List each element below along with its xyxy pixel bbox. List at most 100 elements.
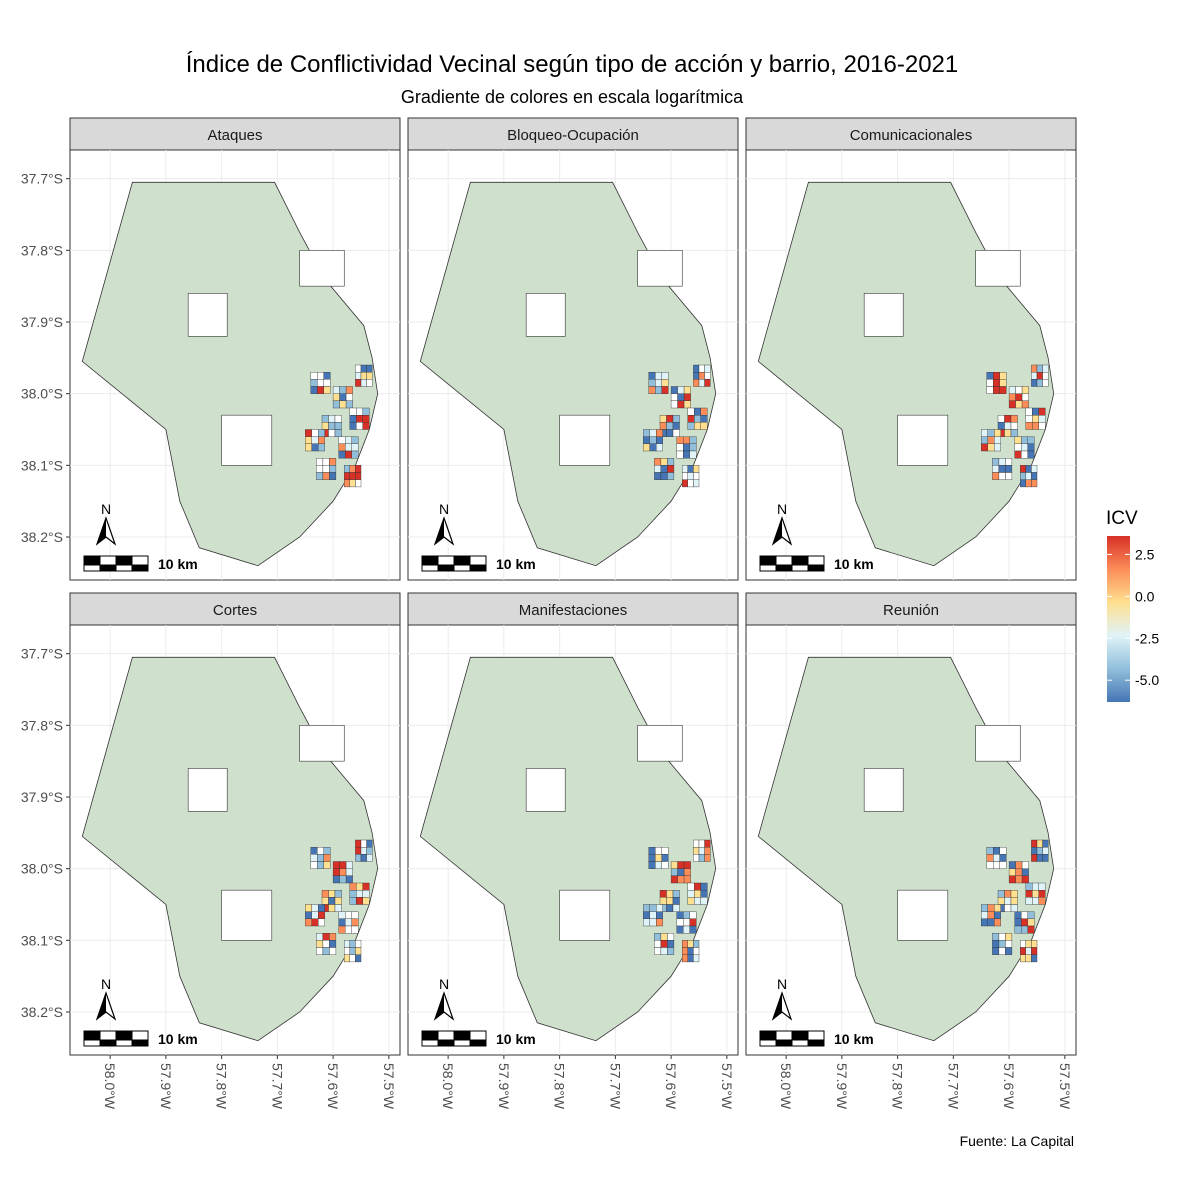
neighbourhood <box>1021 918 1028 927</box>
neighbourhood <box>689 443 697 452</box>
neighbourhood <box>351 918 359 927</box>
chart-title: Índice de Conflictividad Vecinal según t… <box>186 51 959 78</box>
north-arrow: N <box>433 501 455 546</box>
neighbourhood <box>362 422 370 430</box>
neighbourhood <box>323 372 331 380</box>
facet-strip <box>745 592 1077 626</box>
neighbourhood <box>993 372 1000 380</box>
scale-bar-segment <box>115 564 133 572</box>
neighbourhood <box>670 861 678 869</box>
scale-bar-segment <box>131 555 149 566</box>
x-tick-label: 57.8°W <box>552 1063 568 1110</box>
neighbourhood <box>332 393 340 402</box>
neighbourhood <box>655 861 662 869</box>
neighbourhood <box>338 443 346 452</box>
y-tick-label: 37.9°S <box>21 314 63 330</box>
neighbourhood <box>656 429 663 437</box>
neighbourhood <box>1042 839 1049 848</box>
district-unshaded <box>637 725 683 762</box>
scale-bar-segment <box>469 1030 487 1041</box>
neighbourhood <box>1036 847 1043 855</box>
scale-bar-segment <box>421 1039 439 1047</box>
neighbourhood <box>999 847 1007 855</box>
scale-bar-segment <box>83 1039 101 1047</box>
north-arrow: N <box>771 501 793 546</box>
neighbourhood <box>682 940 689 948</box>
facet-panel: Manifestaciones N 10 km 58.0°W 57.9°W 57.8°W 5… <box>407 592 739 1110</box>
neighbourhood <box>992 947 1000 955</box>
neighbourhood <box>334 429 342 437</box>
neighbourhood <box>328 904 336 912</box>
neighbourhood <box>1025 465 1032 473</box>
neighbourhood <box>316 940 324 948</box>
neighbourhood <box>329 940 337 948</box>
neighbourhood <box>334 415 342 423</box>
neighbourhood <box>310 372 318 380</box>
neighbourhood <box>648 386 656 394</box>
neighbourhood <box>698 854 705 862</box>
legend-colorbar <box>1107 536 1130 702</box>
neighbourhood <box>998 465 1006 473</box>
neighbourhood <box>1004 897 1012 905</box>
neighbourhood <box>672 429 680 437</box>
neighbourhood <box>660 472 668 480</box>
x-tick-label: 57.6°W <box>1001 1063 1017 1110</box>
neighbourhood <box>643 918 650 927</box>
neighbourhood <box>329 933 337 941</box>
neighbourhood <box>334 890 342 898</box>
neighbourhood <box>986 372 994 380</box>
neighbourhood <box>1021 875 1029 884</box>
facet-panel: Ataques N 10 km 37.7°S 37.8°S 37.9°S 38.0°S 38.… <box>21 117 401 581</box>
scale-bar-segment <box>469 564 487 572</box>
neighbourhood <box>318 436 325 445</box>
neighbourhood <box>700 422 708 430</box>
neighbourhood <box>993 847 1000 855</box>
neighbourhood <box>351 925 359 934</box>
neighbourhood <box>677 875 685 884</box>
neighbourhood <box>1032 407 1040 416</box>
neighbourhood <box>317 372 324 380</box>
neighbourhood <box>318 904 325 912</box>
district-unshaded <box>221 889 273 941</box>
neighbourhood <box>1014 450 1022 459</box>
neighbourhood <box>683 875 691 884</box>
neighbourhood <box>1031 947 1038 955</box>
neighbourhood <box>1015 868 1023 877</box>
neighbourhood <box>666 897 674 905</box>
legend-tick-label: -2.5 <box>1135 630 1159 646</box>
neighbourhood <box>698 372 705 380</box>
neighbourhood <box>317 854 324 862</box>
neighbourhood <box>344 479 351 488</box>
neighbourhood <box>1025 890 1033 898</box>
neighbourhood <box>654 465 662 473</box>
neighbourhood <box>694 407 701 416</box>
neighbourhood <box>305 443 312 452</box>
north-arrow: N <box>771 976 793 1021</box>
neighbourhood <box>1025 407 1033 416</box>
neighbourhood <box>666 422 674 430</box>
north-label: N <box>777 501 787 517</box>
neighbourhood <box>997 415 1005 423</box>
neighbourhood <box>704 379 711 387</box>
neighbourhood <box>356 897 363 905</box>
x-tick-label: 57.6°W <box>325 1063 341 1110</box>
neighbourhood <box>667 940 675 948</box>
north-arrow-half <box>435 993 444 1019</box>
neighbourhood <box>676 925 684 934</box>
neighbourhood <box>317 379 324 387</box>
scale-bar-segment <box>131 564 149 572</box>
neighbourhood <box>362 407 370 416</box>
neighbourhood <box>677 386 685 394</box>
neighbourhood <box>687 940 694 948</box>
neighbourhood <box>1004 904 1012 912</box>
neighbourhood <box>660 947 668 955</box>
neighbourhood <box>676 450 684 459</box>
neighbourhood <box>1014 925 1022 934</box>
neighbourhood <box>311 443 319 452</box>
legend-tick-label: 0.0 <box>1135 588 1155 604</box>
scale-bar-segment <box>807 1030 825 1041</box>
neighbourhood <box>349 954 356 963</box>
neighbourhood <box>649 443 657 452</box>
neighbourhood <box>355 839 362 848</box>
neighbourhood <box>998 940 1006 948</box>
